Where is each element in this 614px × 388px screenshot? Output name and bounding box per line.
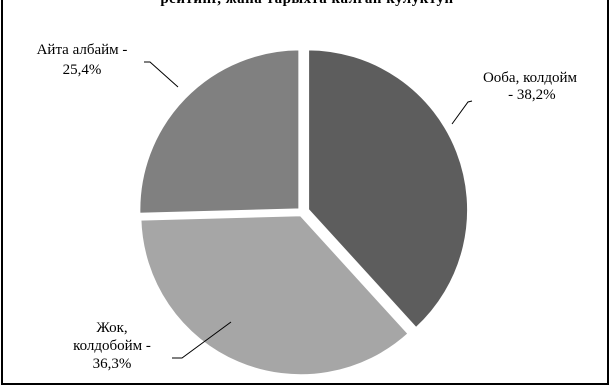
slice-label-3-line-2: 25,4% bbox=[63, 62, 102, 78]
pie-slice-3 bbox=[137, 47, 302, 216]
label-leader-lines bbox=[144, 61, 473, 359]
slice-label-1: Ооба, колдойм - 38,2% bbox=[483, 70, 578, 103]
leader-line-2 bbox=[172, 321, 232, 359]
slice-label-3: Айта албайм - 25,4% bbox=[37, 42, 128, 78]
slice-label-2-line-1: Жок, bbox=[96, 320, 127, 336]
slice-label-3-line-1: Айта албайм - bbox=[37, 42, 128, 58]
slice-label-2-line-3: 36,3% bbox=[93, 356, 132, 372]
leader-line-1 bbox=[451, 100, 473, 125]
pie-slices bbox=[137, 47, 471, 378]
slice-label-1-line-2: - 38,2% bbox=[504, 87, 555, 103]
chart-header-fragment: рейтинг, жана тарыхта калган кулуктун bbox=[0, 0, 614, 8]
slice-labels: Ооба, колдойм - 38,2% Жок, колдобойм - 36,3… bbox=[37, 42, 578, 372]
pie-slice-1 bbox=[306, 47, 471, 331]
slice-label-1-line-1: Ооба, колдойм bbox=[483, 70, 578, 86]
pie-slice-2 bbox=[138, 213, 411, 378]
slice-label-2: Жок, колдобойм - 36,3% bbox=[73, 320, 151, 372]
slice-label-2-line-2: колдобойм - bbox=[73, 338, 151, 354]
leader-line-3 bbox=[144, 61, 179, 88]
